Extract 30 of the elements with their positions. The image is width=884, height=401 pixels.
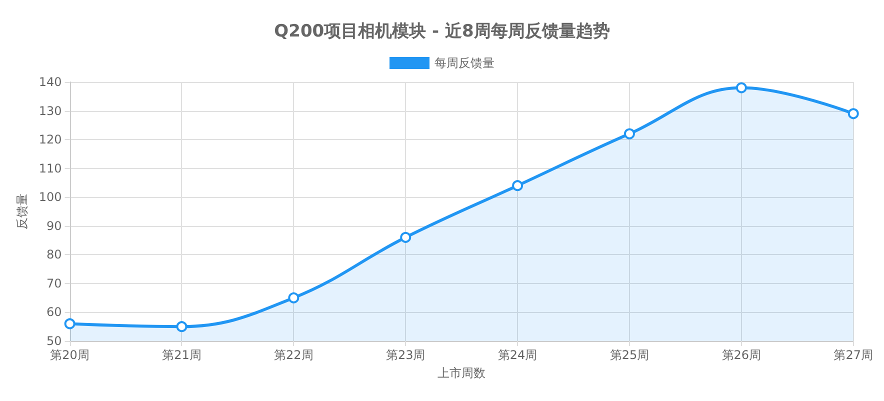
point [736,82,747,94]
x-tick-label: 第27周 [834,348,874,362]
y-tick-label: 130 [38,104,62,118]
y-tick-label: 80 [46,248,62,262]
x-tick-label: 第24周 [498,348,538,362]
x-tick-label: 第26周 [722,348,762,362]
y-tick-label: 100 [38,190,62,204]
y-tick-label: 140 [38,75,62,89]
point [624,128,635,140]
y-tick-label: 110 [38,161,62,176]
y-tick-label: 120 [38,132,62,147]
point [176,321,188,332]
y-tick-label: 50 [46,334,62,348]
point [64,318,76,330]
x-tick-label: 第21周 [162,348,202,362]
point [288,292,300,304]
point [848,108,859,120]
legend-label: 每周反馈量 [434,56,494,70]
y-axis-title: 反馈量 [15,194,29,230]
x-tick-label: 第22周 [274,348,314,362]
x-tick-label: 第20周 [50,348,90,362]
x-axis-title: 上市周数 [438,366,486,380]
point [512,180,524,192]
y-tick-label: 70 [46,276,62,290]
x-tick-label: 第23周 [386,348,426,362]
x-tick-label: 第25周 [610,348,650,362]
y-tick-label: 90 [46,218,62,233]
chart-title: Q200项目相机模块 - 近8周每周反馈量趋势 [274,22,610,42]
y-tick-label: 60 [46,305,62,320]
point [400,232,412,243]
